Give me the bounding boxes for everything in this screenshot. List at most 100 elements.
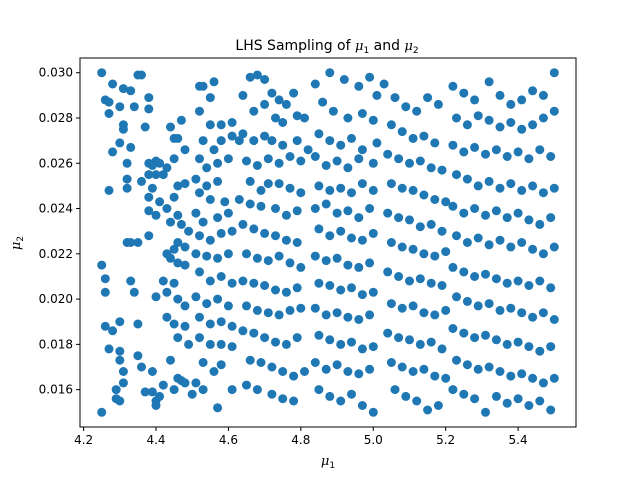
- data-point: [205, 276, 215, 286]
- data-point: [332, 253, 342, 263]
- data-point: [227, 385, 237, 395]
- data-point: [517, 95, 527, 105]
- data-point: [426, 278, 436, 288]
- data-point: [133, 319, 143, 329]
- data-point: [325, 231, 335, 241]
- data-point: [549, 242, 559, 252]
- data-point: [256, 185, 266, 195]
- data-points: [97, 68, 559, 417]
- data-point: [180, 260, 190, 270]
- data-point: [155, 391, 165, 401]
- data-point: [394, 213, 404, 223]
- data-point: [260, 281, 270, 290]
- data-point: [216, 136, 226, 146]
- data-point: [397, 242, 407, 252]
- data-point: [383, 208, 393, 218]
- data-point: [274, 251, 284, 261]
- title-mu1-subscript: 1: [363, 46, 369, 56]
- data-point: [314, 181, 324, 191]
- data-point: [517, 369, 527, 379]
- data-point: [285, 258, 295, 268]
- data-point: [433, 99, 443, 109]
- data-point: [310, 358, 320, 367]
- data-point: [289, 396, 299, 406]
- data-point: [528, 120, 538, 130]
- data-point: [300, 367, 309, 376]
- data-point: [108, 147, 118, 157]
- data-point: [517, 124, 527, 134]
- data-point: [513, 208, 523, 218]
- data-point: [437, 165, 447, 175]
- data-point: [535, 276, 545, 286]
- data-point: [249, 278, 259, 288]
- data-point: [386, 358, 396, 367]
- data-point: [401, 391, 411, 401]
- title-mu2-subscript: 2: [413, 46, 419, 56]
- data-point: [296, 262, 306, 272]
- data-point: [184, 339, 194, 349]
- data-point: [169, 385, 179, 395]
- data-point: [151, 401, 161, 410]
- data-point: [195, 312, 204, 322]
- data-point: [242, 380, 251, 390]
- data-point: [394, 272, 404, 281]
- data-point: [535, 219, 545, 229]
- data-point: [129, 287, 139, 297]
- data-point: [100, 321, 110, 331]
- data-point: [390, 93, 400, 103]
- data-point: [397, 183, 407, 193]
- data-point: [195, 231, 204, 241]
- data-point: [195, 188, 204, 198]
- data-point: [495, 235, 505, 245]
- data-point: [549, 183, 559, 193]
- data-point: [140, 122, 150, 132]
- data-point: [506, 99, 516, 109]
- data-point: [180, 378, 190, 388]
- y-tick-label: 0.026: [39, 156, 73, 170]
- data-point: [198, 81, 208, 91]
- data-point: [162, 312, 172, 322]
- data-point: [173, 373, 183, 383]
- data-point: [441, 305, 451, 315]
- data-point: [491, 335, 501, 345]
- data-point: [104, 185, 114, 195]
- data-point: [289, 88, 299, 98]
- data-point: [151, 292, 161, 302]
- data-point: [524, 342, 534, 352]
- data-point: [245, 355, 255, 365]
- data-point: [173, 294, 183, 304]
- data-point: [180, 321, 190, 331]
- data-point: [368, 342, 378, 352]
- data-point: [549, 68, 559, 78]
- data-point: [198, 358, 208, 367]
- data-point: [173, 258, 183, 268]
- data-point: [484, 362, 494, 372]
- data-point: [227, 118, 237, 127]
- data-point: [108, 326, 118, 336]
- data-point: [314, 224, 324, 234]
- y-tick-label: 0.028: [39, 111, 73, 125]
- data-point: [397, 303, 407, 313]
- data-point: [303, 145, 313, 155]
- data-point: [285, 183, 295, 193]
- data-point: [195, 333, 204, 343]
- data-point: [292, 136, 302, 146]
- data-point: [368, 287, 378, 297]
- data-point: [484, 240, 494, 250]
- data-point: [401, 102, 411, 112]
- data-point: [202, 251, 212, 261]
- data-point: [368, 115, 378, 125]
- data-point: [415, 222, 425, 232]
- data-point: [481, 210, 490, 220]
- data-point: [368, 228, 378, 238]
- data-point: [357, 290, 367, 300]
- data-point: [234, 195, 244, 204]
- data-point: [205, 339, 215, 349]
- data-point: [473, 181, 483, 191]
- data-point: [462, 296, 472, 306]
- data-point: [296, 188, 306, 198]
- data-point: [285, 152, 295, 161]
- data-point: [137, 176, 146, 186]
- data-point: [365, 310, 375, 320]
- data-point: [321, 256, 331, 266]
